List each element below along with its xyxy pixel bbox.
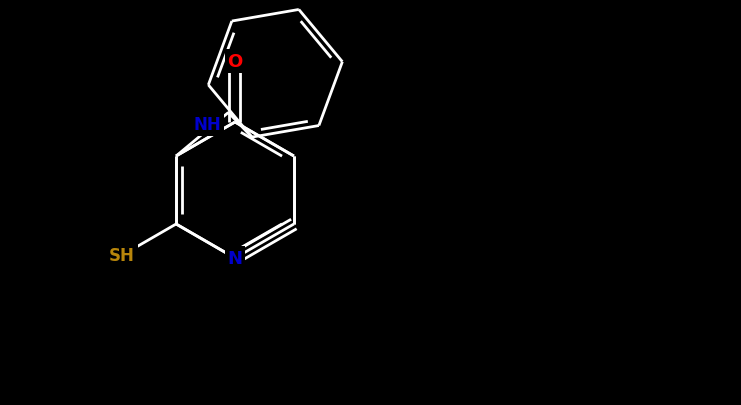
Text: O: O bbox=[227, 53, 242, 70]
Text: SH: SH bbox=[109, 247, 135, 264]
Text: NH: NH bbox=[193, 116, 221, 134]
Text: N: N bbox=[227, 249, 242, 267]
